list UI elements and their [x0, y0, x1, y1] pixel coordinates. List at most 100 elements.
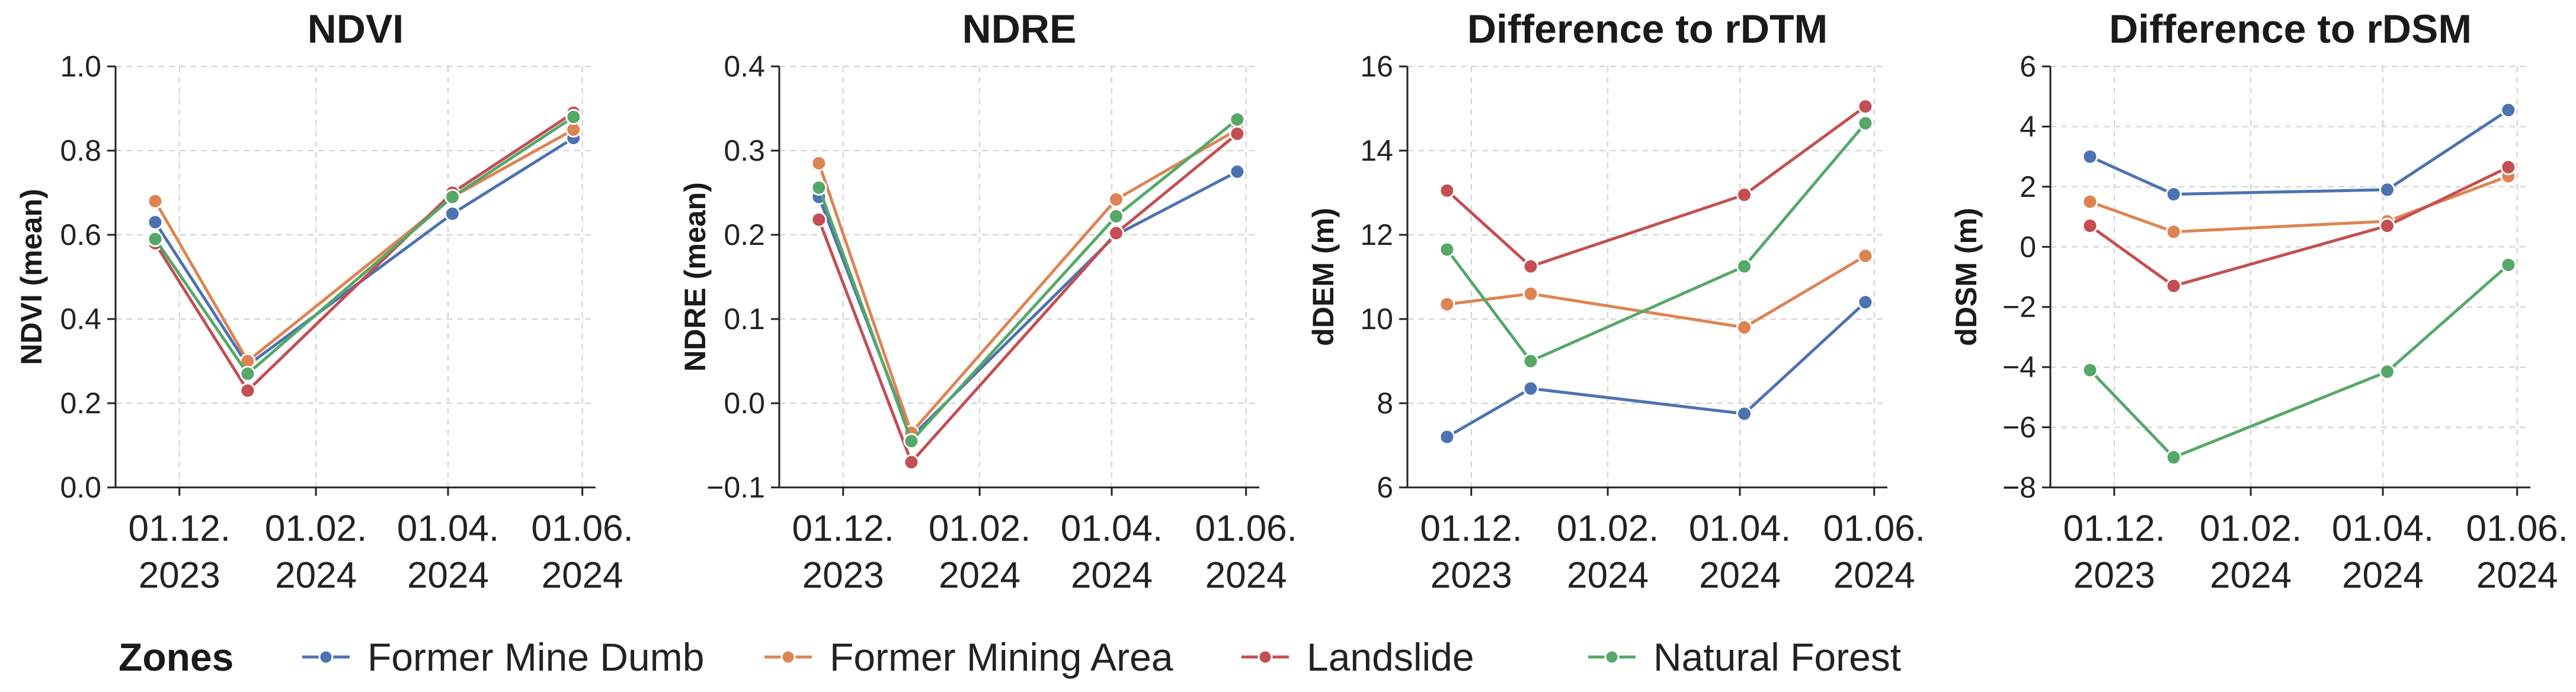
data-point — [2082, 362, 2098, 378]
y-tick-label: 4 — [2020, 110, 2036, 143]
y-tick-label: −4 — [2002, 350, 2036, 384]
data-point — [1522, 258, 1539, 275]
series-landslide — [147, 104, 582, 399]
series-natural-forest — [811, 111, 1246, 449]
panel-title: NDRE — [962, 7, 1077, 52]
x-tick-label: 2024 — [2342, 555, 2424, 596]
data-point — [903, 433, 920, 449]
legend-label: Former Mining Area — [830, 635, 1173, 679]
data-point — [565, 109, 582, 125]
series-line — [817, 128, 1239, 435]
data-point — [239, 382, 256, 399]
y-tick-label: 0.2 — [60, 387, 101, 420]
series-line — [153, 128, 575, 363]
data-point — [147, 231, 164, 247]
data-point — [811, 211, 827, 228]
x-tick-label: 01.04. — [397, 508, 499, 549]
legend-item-natural-forest: Natural Forest — [1588, 635, 1901, 679]
x-tick-label: 2024 — [2210, 555, 2292, 596]
series-landslide — [811, 126, 1246, 470]
x-tick-label: 01.04. — [1689, 508, 1791, 549]
data-point — [1736, 187, 1752, 203]
x-tick-label: 2023 — [2073, 555, 2155, 596]
legend-title: Zones — [119, 635, 233, 679]
data-point — [444, 206, 460, 222]
data-point — [1857, 248, 1874, 264]
data-point — [2082, 218, 2098, 234]
panel-title: Difference to rDSM — [2109, 7, 2472, 52]
y-tick-label: 0.4 — [724, 50, 765, 83]
y-tick-label: 1.0 — [60, 50, 101, 83]
data-point — [1439, 296, 1455, 312]
panel-difference-to-rdtm: 6 8 10 12 14 16 01.12. 2023 01.02. 2024 01.04. 2024… — [1307, 7, 1925, 596]
x-tick-label: 2024 — [939, 555, 1020, 596]
panel-title: NDVI — [308, 7, 404, 52]
series-line — [153, 116, 575, 375]
data-point — [1857, 98, 1874, 114]
y-tick-label: 14 — [1360, 134, 1393, 167]
series-line — [153, 136, 575, 367]
legend-label: Landslide — [1307, 635, 1474, 679]
data-point — [2500, 159, 2517, 176]
x-tick-label: 01.02. — [929, 508, 1031, 549]
legend-swatch-marker — [1257, 649, 1273, 665]
data-point — [2500, 257, 2517, 273]
x-tick-label: 01.06. — [1823, 508, 1925, 549]
y-tick-label: 0.8 — [60, 134, 101, 167]
data-point — [2500, 102, 2517, 119]
data-point — [2165, 449, 2182, 465]
data-point — [1736, 319, 1752, 336]
data-point — [147, 214, 164, 231]
data-point — [1522, 353, 1539, 369]
data-point — [1439, 241, 1455, 258]
x-tick-label: 01.12. — [792, 508, 894, 549]
y-tick-label: 0 — [2020, 230, 2036, 263]
y-tick-label: 12 — [1360, 218, 1393, 251]
chart-panels: 0.00.20.40.60.81.001.12.202301.02.202401… — [15, 7, 2568, 596]
legend-item-former-mine-dumb: Former Mine Dumb — [302, 635, 704, 679]
x-tick-label: 2023 — [802, 555, 884, 596]
panel-ndre: −0.1 0.0 0.1 0.2 0.3 0.4 01.12. 2023 01.02. 2024 0… — [679, 7, 1297, 596]
data-point — [1229, 164, 1246, 180]
y-tick-label: 0.2 — [724, 218, 765, 251]
x-tick-label: 01.06. — [2466, 508, 2568, 549]
series-former-mine-dumb — [1439, 294, 1874, 445]
data-point — [1229, 126, 1246, 142]
series-natural-forest — [2082, 257, 2517, 465]
data-point — [811, 179, 827, 196]
data-point — [2379, 218, 2395, 234]
series-line — [1445, 122, 1867, 363]
x-tick-label: 2024 — [1699, 555, 1781, 596]
y-axis-label: dDSM (m) — [1950, 208, 1983, 346]
panel-difference-to-rdsm: −8 −6 −4 −2 0 2 4 6 01.12. 2023 01.02. 2024 01.04. 20… — [1950, 7, 2568, 596]
data-point — [1522, 285, 1539, 302]
data-point — [2379, 363, 2395, 380]
x-tick-label: 01.04. — [1061, 508, 1163, 549]
legend-swatch-marker — [318, 649, 334, 665]
data-point — [1522, 380, 1539, 397]
series-line — [1446, 105, 1867, 268]
x-tick-label: 2024 — [2476, 555, 2558, 596]
data-point — [1108, 191, 1124, 208]
data-point — [811, 155, 827, 171]
y-tick-label: 0.6 — [60, 218, 101, 251]
data-point — [444, 189, 460, 205]
y-tick-label: 0.3 — [724, 134, 765, 167]
x-tick-label: 2024 — [542, 555, 623, 596]
x-tick-label: 2024 — [275, 555, 357, 596]
y-axis-label: NDVI (mean) — [15, 189, 48, 365]
x-tick-label: 01.12. — [1420, 508, 1522, 549]
series-line — [153, 111, 575, 393]
y-tick-label: 6 — [2020, 50, 2036, 83]
panel-ndvi: 0.0 0.2 0.4 0.6 0.8 1.0 01.12. 2023 01.02. 2024 01… — [15, 7, 633, 596]
data-point — [1857, 294, 1874, 311]
x-tick-label: 01.12. — [2063, 508, 2165, 549]
series-line — [2089, 165, 2509, 288]
y-tick-label: 0.1 — [724, 302, 765, 336]
legend-item-former-mining-area: Former Mining Area — [764, 635, 1173, 679]
x-tick-label: 01.06. — [1195, 508, 1297, 549]
x-tick-label: 2023 — [1431, 555, 1512, 596]
y-tick-label: 6 — [1377, 471, 1393, 504]
data-point — [1736, 258, 1752, 275]
